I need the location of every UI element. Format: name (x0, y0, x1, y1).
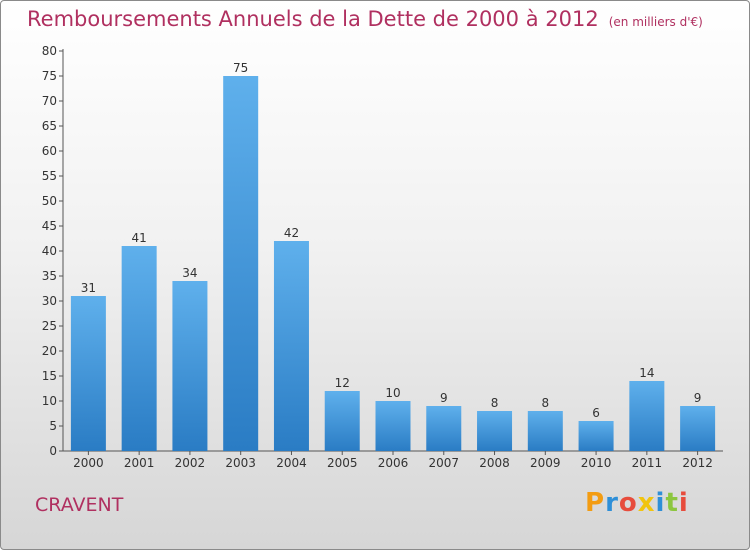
y-tick-label: 20 (42, 344, 57, 358)
bar-value-label: 42 (284, 226, 299, 240)
x-tick-label: 2001 (124, 456, 155, 470)
bar-value-label: 34 (182, 266, 197, 280)
chart-bars: 31 41 34 75 42 12 10 9 8 8 6 14 9 (70, 61, 716, 451)
y-tick-label: 35 (42, 269, 57, 283)
chart-title: Remboursements Annuels de la Dette de 20… (27, 7, 703, 31)
bar (477, 411, 513, 451)
y-tick-label: 5 (49, 419, 57, 433)
bar (273, 241, 309, 451)
bar-value-label: 8 (491, 396, 499, 410)
bar (426, 406, 462, 451)
bar (121, 246, 157, 451)
x-tick-label: 2003 (225, 456, 256, 470)
y-tick-label: 55 (42, 169, 57, 183)
bar (223, 76, 259, 451)
logo-letter: i (655, 488, 666, 518)
logo-letter: x (637, 488, 656, 518)
x-tick-label: 2008 (479, 456, 510, 470)
y-tick-label: 10 (42, 394, 57, 408)
x-tick-label: 2006 (378, 456, 409, 470)
x-tick-label: 2000 (73, 456, 104, 470)
y-tick-label: 80 (42, 44, 57, 58)
y-tick-label: 40 (42, 244, 57, 258)
x-tick-label: 2010 (581, 456, 612, 470)
bar (375, 401, 411, 451)
y-tick-label: 15 (42, 369, 57, 383)
y-tick-label: 50 (42, 194, 57, 208)
y-tick-label: 0 (49, 444, 57, 458)
y-tick-label: 65 (42, 119, 57, 133)
bar-value-label: 41 (132, 231, 147, 245)
bar-value-label: 14 (639, 366, 654, 380)
bar (629, 381, 665, 451)
logo-letter: o (618, 488, 638, 518)
bar (578, 421, 614, 451)
bar (172, 281, 208, 451)
logo-letter: r (605, 488, 619, 518)
bar-value-label: 9 (694, 391, 702, 405)
bar (527, 411, 563, 451)
x-tick-label: 2007 (428, 456, 459, 470)
chart-axes: 0 5 10 15 20 25 30 35 40 45 50 55 60 65 70 75 80 2000 2001… (42, 44, 723, 470)
x-tick-label: 2012 (682, 456, 713, 470)
y-tick-label: 25 (42, 319, 57, 333)
bar-value-label: 10 (385, 386, 400, 400)
bar (324, 391, 360, 451)
y-tick-label: 60 (42, 144, 57, 158)
logo-letter: P (585, 488, 606, 518)
commune-name: CRAVENT (35, 494, 124, 516)
chart-subtitle: (en milliers d'€) (608, 15, 703, 29)
proxiti-logo[interactable]: Proxiti (585, 488, 689, 518)
bar-value-label: 12 (335, 376, 350, 390)
bar-value-label: 75 (233, 61, 248, 75)
bar-value-label: 6 (592, 406, 600, 420)
bar (70, 296, 106, 451)
x-tick-label: 2002 (175, 456, 206, 470)
y-tick-label: 75 (42, 69, 57, 83)
chart-title-text: Remboursements Annuels de la Dette de 20… (27, 7, 599, 31)
bar (680, 406, 716, 451)
y-tick-label: 70 (42, 94, 57, 108)
x-tick-label: 2011 (632, 456, 663, 470)
x-tick-label: 2005 (327, 456, 358, 470)
x-tick-label: 2004 (276, 456, 307, 470)
y-tick-label: 30 (42, 294, 57, 308)
logo-letter: i (678, 488, 689, 518)
logo-letter: t (665, 488, 679, 518)
bar-value-label: 9 (440, 391, 448, 405)
bar-value-label: 8 (541, 396, 549, 410)
bar-value-label: 31 (81, 281, 96, 295)
y-tick-label: 45 (42, 219, 57, 233)
x-tick-label: 2009 (530, 456, 561, 470)
